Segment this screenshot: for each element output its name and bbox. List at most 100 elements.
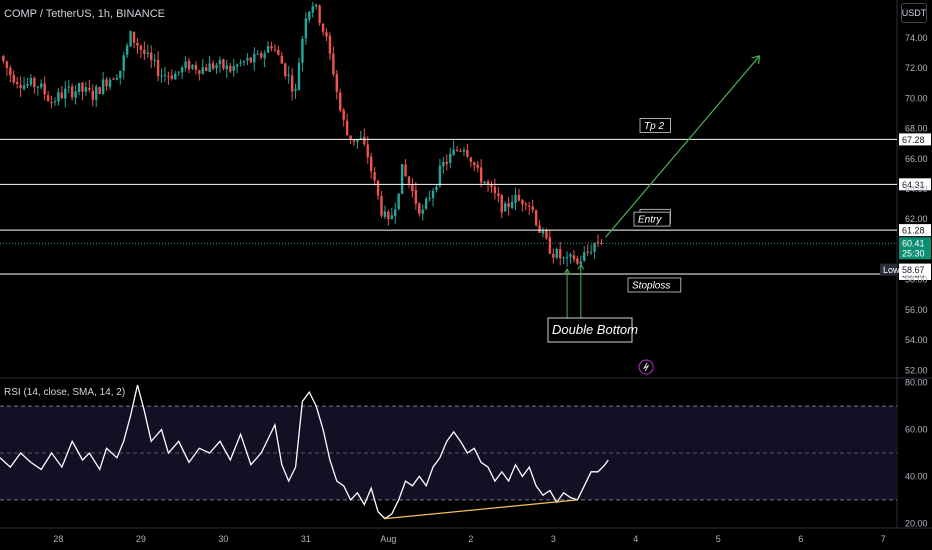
candle-body [98, 87, 101, 94]
candle-body [586, 251, 589, 253]
price-axis-tick: 56.00 [905, 305, 928, 315]
price-axis-tick: 64.00 [905, 184, 928, 194]
candle-body [287, 74, 290, 76]
candle-body [565, 257, 569, 259]
current-price-text: 60.41 [902, 238, 925, 248]
candle-body [259, 53, 263, 58]
candle-body [332, 53, 335, 75]
time-axis-tick: 6 [798, 534, 803, 544]
low-label-text: Low [883, 265, 900, 275]
candle-body [70, 86, 74, 98]
candle-body [253, 53, 256, 63]
time-axis-tick: 3 [551, 534, 556, 544]
price-axis-tick: 68.00 [905, 124, 928, 134]
candle-body [239, 62, 242, 64]
candle-body [352, 139, 356, 142]
candle-body [163, 74, 167, 76]
candle-body [174, 73, 177, 80]
candle-body [12, 74, 15, 83]
candle-body [356, 139, 359, 142]
rsi-line [0, 384, 609, 520]
rsi-axis-tick: 80.00 [905, 378, 928, 388]
candle-body [363, 136, 366, 145]
candle-body [308, 11, 311, 20]
level-price-tag-text: 64.31 [902, 180, 925, 190]
level-price-tag-text: 67.28 [902, 135, 925, 145]
candle-body [349, 135, 352, 140]
candle-body [510, 201, 514, 209]
candle-body [211, 63, 215, 69]
time-axis-tick: 31 [301, 534, 311, 544]
candle-body [198, 70, 201, 74]
candle-body [531, 206, 534, 210]
candle-body [33, 77, 36, 87]
candle-body [596, 241, 600, 244]
price-axis-tick: 58.00 [905, 275, 928, 285]
candle-body [270, 46, 273, 49]
candle-body [167, 75, 170, 77]
candle-body [431, 190, 435, 199]
candle-body [26, 83, 29, 86]
candle-body [5, 61, 9, 68]
candle-body [150, 52, 153, 60]
level-label: Stoploss [632, 280, 670, 291]
candle-body [191, 64, 194, 69]
level-label-box [639, 118, 671, 133]
candle-body [91, 90, 94, 100]
candle-body [438, 165, 442, 186]
candle-body [555, 249, 558, 258]
price-axis-tick: 70.00 [905, 93, 928, 103]
candle-body [479, 167, 483, 183]
candle-body [548, 237, 552, 254]
candle-body [277, 49, 280, 55]
candle-body [318, 5, 321, 23]
candle-body [469, 157, 473, 162]
rsi-axis-tick: 60.00 [905, 425, 928, 435]
candle-body [108, 79, 112, 88]
double-bottom-arrowhead [563, 268, 571, 275]
price-axis-tick: 72.00 [905, 63, 928, 73]
candle-body [462, 149, 466, 152]
candle-body [95, 86, 98, 100]
candle-body [366, 144, 369, 158]
candle-body [394, 209, 397, 217]
projection-arrowhead [751, 55, 761, 65]
level-label-box [627, 277, 682, 293]
double-bottom-label: Double Bottom [552, 322, 638, 337]
candle-body [562, 257, 565, 259]
low-label-badge [880, 263, 897, 276]
rsi-axis-tick: 40.00 [905, 471, 928, 481]
flash-icon-bolt [642, 362, 650, 372]
candle-body [414, 190, 418, 204]
candle-body [376, 180, 380, 196]
candle-body [311, 6, 314, 13]
candle-body [339, 92, 342, 111]
level-price-tag [899, 224, 931, 237]
candle-body [194, 64, 198, 70]
candle-body [256, 54, 259, 56]
candle-body [383, 211, 387, 217]
time-axis-tick: 29 [136, 534, 146, 544]
time-axis-tick: Aug [380, 534, 396, 544]
candle-body [15, 82, 19, 85]
candle-body [404, 164, 407, 177]
candle-body [545, 230, 548, 239]
candle-body [504, 203, 507, 212]
candle-body [476, 164, 479, 168]
candle-body [40, 83, 43, 88]
candle-body [455, 149, 459, 151]
candle-body [411, 184, 414, 192]
candle-body [101, 79, 105, 94]
candle-body [246, 57, 249, 61]
candle-body [517, 194, 521, 201]
candle-body [50, 101, 53, 103]
candle-body [345, 120, 349, 136]
candle-body [64, 88, 67, 99]
candle-body [497, 193, 500, 197]
candle-body [180, 67, 184, 73]
price-axis-tick: 74.00 [905, 33, 928, 43]
candle-body [153, 59, 156, 61]
level-label-box [633, 211, 671, 227]
currency-button[interactable]: USDT [901, 3, 927, 23]
